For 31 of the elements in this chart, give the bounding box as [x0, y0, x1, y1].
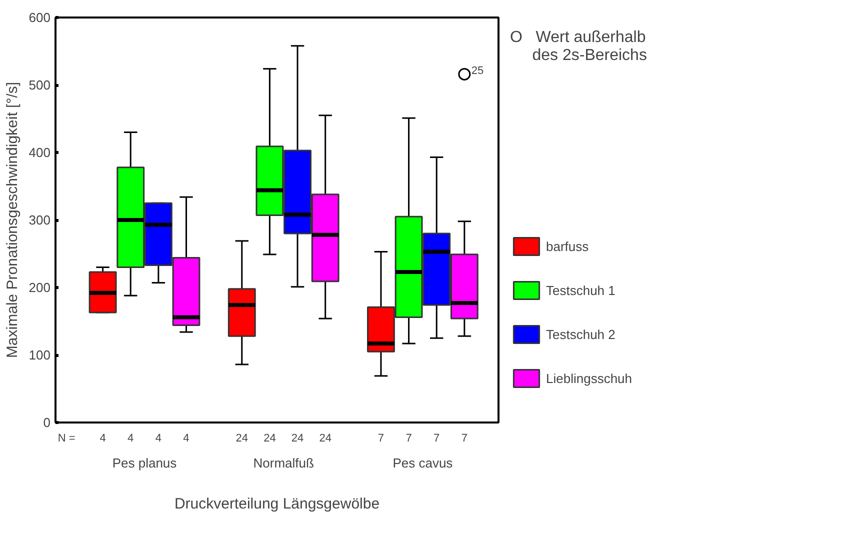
y-tick-label: 0: [43, 415, 51, 430]
text: 4: [100, 432, 106, 444]
y-tick-label: 200: [28, 280, 51, 295]
y-tick-label: 400: [28, 145, 51, 160]
y-tick-label: 300: [28, 212, 51, 228]
text: 4: [128, 432, 134, 444]
text: 7: [406, 432, 412, 444]
text: 24: [291, 432, 304, 444]
y-axis-title: Maximale Pronationsgeschwindigkeit [°/s]: [4, 82, 21, 358]
text: 4: [183, 432, 190, 444]
x-tick-label: Pes planus: [112, 456, 178, 470]
text: 24: [264, 432, 276, 444]
annotation: 25: [471, 65, 484, 78]
text: N =: [58, 432, 76, 444]
legend-label: Testschuh 1: [546, 282, 616, 298]
y-tick-label: 500: [28, 78, 51, 92]
text: 7: [461, 432, 468, 444]
legend-label: Testschuh 2: [546, 326, 616, 342]
text: 24: [319, 432, 332, 444]
y-tick-label: 100: [28, 348, 51, 362]
text: 7: [378, 432, 384, 444]
x-axis-title: Druckverteilung Längsgewölbe: [174, 496, 380, 512]
text: O Wert außerhalb des 2s-Bereichs: [510, 29, 647, 65]
y-tick-label: 600: [28, 10, 51, 25]
text: 4: [155, 432, 162, 444]
x-tick-label: Pes cavus: [392, 456, 454, 470]
text: 7: [434, 432, 440, 444]
legend-label: barfuss: [546, 238, 589, 254]
text: 24: [236, 432, 248, 444]
x-tick-label: Normalfuß: [253, 456, 314, 470]
legend-label: Lieblingsschuh: [546, 370, 632, 386]
